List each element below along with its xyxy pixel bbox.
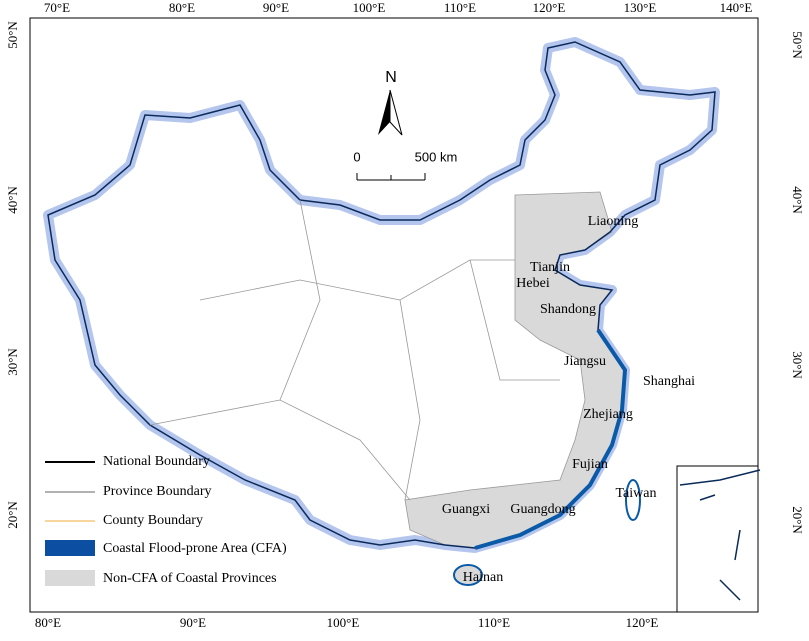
lon-label: 90°E bbox=[263, 0, 289, 15]
scale-bar bbox=[356, 173, 426, 181]
inset-frame bbox=[676, 465, 759, 613]
lon-label: 110°E bbox=[478, 615, 510, 630]
north-arrow-left bbox=[378, 90, 390, 135]
province-label: Taiwan bbox=[615, 486, 656, 501]
province-boundaries bbox=[149, 199, 560, 501]
legend-swatch bbox=[45, 540, 95, 556]
lon-label: 70°E bbox=[44, 0, 70, 15]
province-label: Hebei bbox=[516, 276, 550, 291]
lon-label: 130°E bbox=[624, 0, 657, 15]
province-label: Hainan bbox=[463, 570, 503, 585]
lon-label: 80°E bbox=[169, 0, 195, 15]
lon-label: 80°E bbox=[35, 615, 61, 630]
province-label: Zhejiang bbox=[583, 407, 633, 422]
lon-label: 120°E bbox=[533, 0, 566, 15]
lat-label: 20°N bbox=[5, 501, 20, 529]
lon-label: 140°E bbox=[720, 0, 753, 15]
lon-label: 110°E bbox=[444, 0, 476, 15]
lat-label: 40°N bbox=[5, 186, 20, 214]
lat-label: 30°N bbox=[5, 348, 20, 376]
legend-swatch bbox=[45, 570, 95, 586]
national-boundary bbox=[47, 41, 716, 549]
lat-label: 30°N bbox=[790, 351, 805, 379]
province-label: Jiangsu bbox=[564, 354, 606, 369]
lon-label: 100°E bbox=[353, 0, 386, 15]
scale-end: 500 km bbox=[415, 149, 458, 164]
legend-label: National Boundary bbox=[103, 454, 210, 469]
province-label: Liaoning bbox=[588, 214, 639, 229]
legend-label: Non-CFA of Coastal Provinces bbox=[103, 571, 277, 586]
province-label: Shandong bbox=[540, 302, 596, 317]
lon-label: 120°E bbox=[626, 615, 659, 630]
taiwan-island bbox=[625, 479, 641, 521]
legend-label: Coastal Flood-prone Area (CFA) bbox=[103, 541, 287, 556]
lat-label: 50°N bbox=[5, 21, 20, 49]
lat-label: 40°N bbox=[790, 186, 805, 214]
lon-label: 90°E bbox=[180, 615, 206, 630]
legend-label: Province Boundary bbox=[103, 484, 211, 499]
north-arrow-right bbox=[389, 89, 403, 136]
province-label: Tianjin bbox=[530, 260, 570, 275]
province-label: Fujian bbox=[572, 457, 608, 472]
lat-label: 20°N bbox=[790, 506, 805, 534]
hainan-island bbox=[453, 564, 483, 586]
province-label: Guangxi bbox=[442, 502, 490, 517]
province-label: Shanghai bbox=[643, 374, 695, 389]
scale-start: 0 bbox=[353, 149, 360, 164]
legend-label: County Boundary bbox=[103, 513, 203, 528]
inset-boundary bbox=[679, 469, 761, 601]
cfa bbox=[474, 328, 628, 550]
north-label: N bbox=[385, 69, 397, 86]
lon-label: 100°E bbox=[327, 615, 360, 630]
province-label: Guangdong bbox=[510, 502, 575, 517]
lat-label: 50°N bbox=[790, 31, 805, 59]
